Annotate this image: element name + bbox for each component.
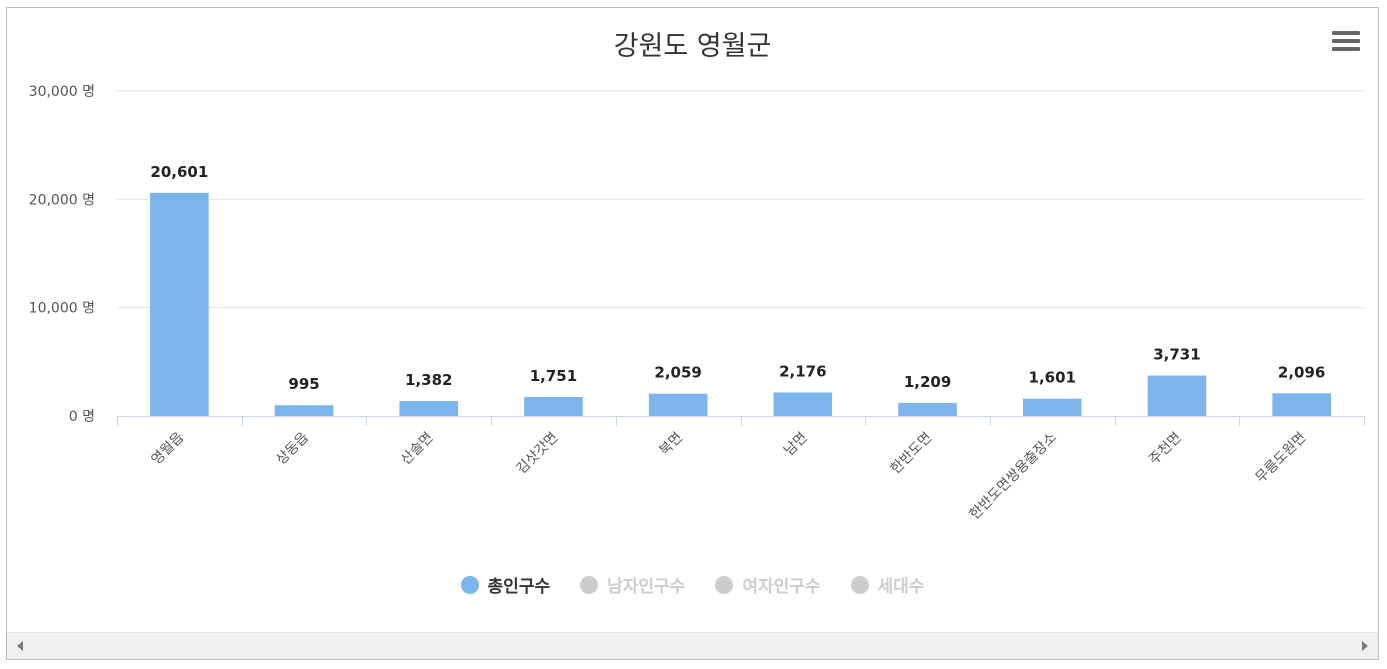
- y-tick-label: 20,000 명: [29, 192, 95, 208]
- x-tick-label: 북면: [656, 430, 686, 460]
- data-label: 2,059: [654, 364, 701, 382]
- bar[interactable]: [1147, 375, 1207, 416]
- horizontal-scrollbar[interactable]: [7, 632, 1378, 659]
- chart-title: 강원도 영월군: [613, 31, 772, 62]
- bar[interactable]: [648, 393, 708, 416]
- data-label: 1,751: [530, 367, 577, 385]
- data-label: 20,601: [150, 163, 208, 181]
- legend-item[interactable]: 세대수: [850, 572, 925, 597]
- data-label: 2,096: [1278, 363, 1325, 381]
- bar[interactable]: [898, 402, 957, 416]
- bar[interactable]: [524, 397, 583, 416]
- x-tick-label: 한반도면: [888, 430, 936, 478]
- legend-dot-icon: [460, 576, 479, 594]
- legend-dot-icon: [850, 576, 869, 594]
- legend-dot-icon: [580, 576, 599, 594]
- scroll-left-arrow-icon[interactable]: [17, 641, 23, 651]
- hamburger-menu-icon[interactable]: [1332, 31, 1360, 55]
- bar[interactable]: [399, 401, 459, 416]
- scroll-right-arrow-icon[interactable]: [1362, 641, 1368, 651]
- legend-label: 총인구수: [487, 577, 551, 597]
- data-label: 2,176: [779, 362, 826, 380]
- legend-label: 여자인구수: [742, 577, 821, 597]
- legend-item[interactable]: 총인구수: [460, 572, 551, 597]
- bar[interactable]: [1022, 398, 1082, 416]
- x-tick-label: 영월읍: [149, 429, 188, 468]
- x-tick-label: 남면: [781, 430, 811, 460]
- x-tick-label: 주천면: [1146, 430, 1185, 469]
- x-tick-label: 상동읍: [273, 429, 312, 468]
- bar[interactable]: [1272, 393, 1331, 416]
- y-tick-label: 10,000 명: [29, 301, 95, 317]
- legend-label: 남자인구수: [607, 577, 686, 597]
- chart-container: 강원도 영월군 0 명 10,000 명 20,000 명 30,000 명 20,60…: [6, 7, 1379, 660]
- legend-item[interactable]: 남자인구수: [580, 572, 685, 597]
- legend-label: 세대수: [877, 577, 925, 597]
- chart-plot-area: 0 명 10,000 명 20,000 명 30,000 명 20,601 영월읍 995 상…: [29, 84, 1365, 523]
- data-label: 3,731: [1153, 346, 1200, 364]
- data-label: 1,601: [1029, 369, 1076, 387]
- bar[interactable]: [773, 392, 833, 416]
- bar[interactable]: [274, 405, 334, 416]
- legend-item[interactable]: 여자인구수: [715, 572, 821, 597]
- x-tick-label: 무릉도원면: [1253, 430, 1310, 487]
- y-tick-label: 0 명: [69, 409, 95, 425]
- data-label: 1,382: [405, 371, 452, 389]
- x-tick-label: 김삿갓면: [514, 430, 562, 478]
- x-tick-label: 산솔면: [398, 430, 437, 469]
- bar[interactable]: [150, 192, 209, 416]
- chart-legend: 총인구수 남자인구수 여자인구수 세대수: [7, 572, 1378, 602]
- data-label: 1,209: [904, 373, 951, 391]
- x-tick-label: 한반도면쌍용출장소: [967, 429, 1060, 522]
- y-tick-label: 30,000 명: [29, 84, 95, 100]
- legend-dot-icon: [715, 576, 734, 594]
- data-label: 995: [288, 375, 319, 393]
